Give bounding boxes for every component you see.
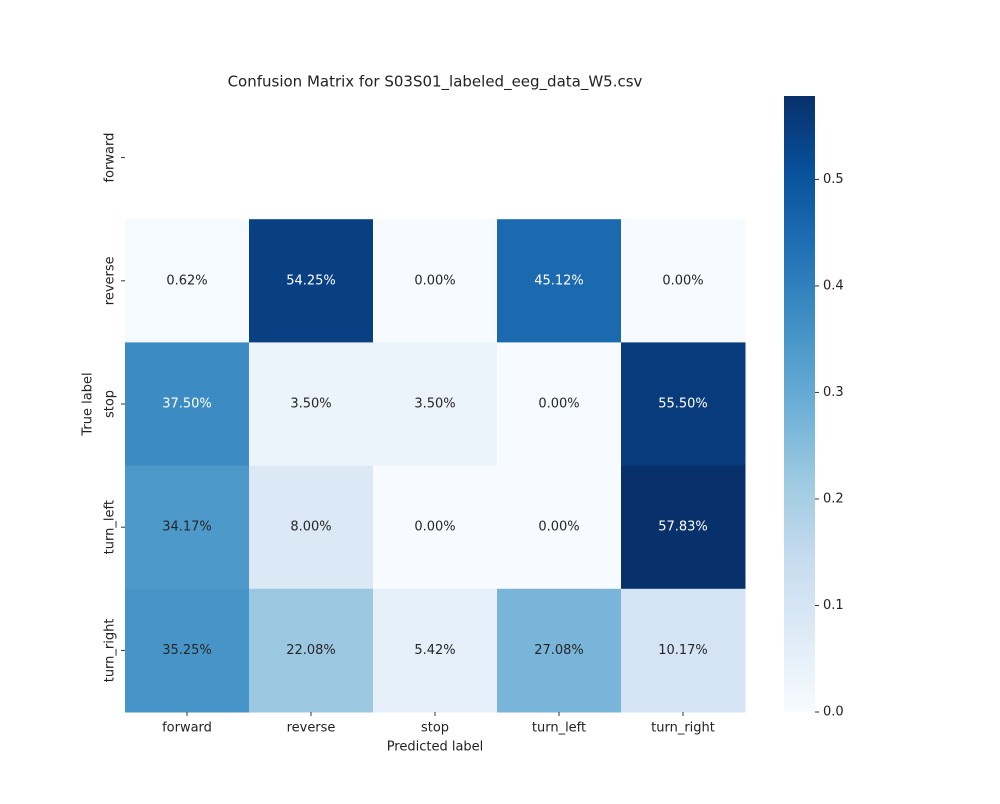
heatmap-cell [621,219,746,343]
cell-label: 0.00% [538,397,579,412]
cell-label: 37.50% [162,397,212,412]
heatmap-cell [497,342,622,467]
cell-label: 10.17% [658,643,708,658]
cell-label: 0.00% [662,273,703,288]
colorbar-tick-label: 0.5 [823,172,844,187]
cell-label: 54.25% [286,273,336,288]
cell-label: 0.00% [414,520,455,535]
cell-label: 0.00% [538,520,579,535]
heatmap-cell [373,219,498,343]
heatmap-cell [249,342,374,467]
y-tick-label: reverse [103,256,118,305]
heatmap-cell [621,588,746,713]
x-tick-label: turn_left [532,721,586,736]
cell-label: 0.62% [166,273,207,288]
heatmap-cell [125,342,250,467]
colorbar-tick-label: 0.2 [823,491,844,506]
heatmap-cell [621,342,746,467]
heatmap-cell [497,588,622,713]
cell-label: 34.17% [162,520,212,535]
heatmap-cell [125,219,250,343]
y-tick-label: turn_right [103,619,118,683]
cell-label: 45.12% [534,273,584,288]
heatmap-cell [373,465,498,590]
colorbar [784,96,815,712]
x-tick-label: stop [421,721,449,736]
cell-label: 57.83% [658,520,708,535]
x-axis-label: Predicted label [387,740,484,755]
colorbar-tick-label: 0.0 [823,705,844,720]
heatmap-cell [497,465,622,590]
cell-label: 35.25% [162,643,212,658]
x-tick-label: turn_right [651,721,715,736]
colorbar-tick-label: 0.4 [823,278,844,293]
heatmap-cell [497,219,622,343]
x-tick-label: reverse [287,721,336,736]
heatmap-cell [249,465,374,590]
cell-label: 0.00% [414,273,455,288]
x-tick-label: forward [162,721,212,736]
heatmap-cell [373,342,498,467]
cell-label: 22.08% [286,643,336,658]
cell-label: 55.50% [658,397,708,412]
colorbar-tick-label: 0.1 [823,598,844,613]
cell-label: 3.50% [290,397,331,412]
heatmap-cell [373,588,498,713]
y-tick-label: turn_left [103,500,118,554]
cell-label: 27.08% [534,643,584,658]
cell-label: 3.50% [414,397,455,412]
cell-label: 8.00% [290,520,331,535]
heatmap-cell [249,219,374,343]
y-tick-label: stop [103,390,118,418]
heatmap-cell [621,465,746,590]
chart-title: Confusion Matrix for S03S01_labeled_eeg_… [228,73,643,92]
y-axis-label: True label [81,372,96,436]
colorbar-tick-label: 0.3 [823,385,844,400]
cell-label: 5.42% [414,643,455,658]
heatmap-cell [125,588,250,713]
heatmap-cell [249,588,374,713]
y-tick-label: forward [103,133,118,183]
heatmap-cell [125,465,250,590]
